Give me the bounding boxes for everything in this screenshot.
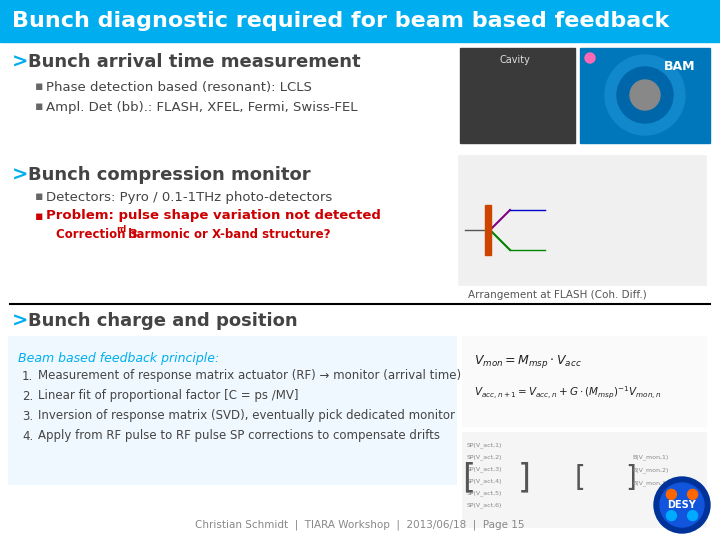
Text: Correction 3: Correction 3: [56, 227, 138, 240]
Bar: [0, 0, 720, 42]
Text: ▪: ▪: [35, 210, 43, 222]
Text: [: [: [462, 462, 475, 495]
Circle shape: [654, 477, 710, 533]
Text: $V_{mon} = M_{msp} \cdot V_{acc}$: $V_{mon} = M_{msp} \cdot V_{acc}$: [474, 354, 582, 370]
Text: >: >: [12, 312, 28, 330]
Bar: [462, 432, 706, 527]
Text: SP(V_act,3): SP(V_act,3): [467, 466, 503, 471]
Text: B(V_mon,2): B(V_mon,2): [632, 467, 668, 472]
Text: Apply from RF pulse to RF pulse SP corrections to compensate drifts: Apply from RF pulse to RF pulse SP corre…: [38, 429, 440, 442]
Text: SP(V_act,6): SP(V_act,6): [467, 502, 503, 508]
Text: B(V_mon,1): B(V_mon,1): [632, 454, 668, 460]
Circle shape: [667, 489, 676, 500]
Bar: [8, 336, 456, 484]
Text: DESY: DESY: [667, 500, 696, 510]
Text: Measurement of response matrix actuator (RF) → monitor (arrival time): Measurement of response matrix actuator …: [38, 369, 461, 382]
Text: $V_{acc,n+1} = V_{acc,n} + G \cdot (M_{msp})^{-1} V_{mon,n}$: $V_{acc,n+1} = V_{acc,n} + G \cdot (M_{m…: [474, 385, 662, 401]
Circle shape: [630, 80, 660, 110]
Circle shape: [660, 483, 704, 527]
Text: B(V_mon,3): B(V_mon,3): [632, 480, 668, 485]
Bar: [460, 48, 575, 143]
Text: SP(V_act,1): SP(V_act,1): [467, 442, 503, 448]
Bar: [458, 155, 706, 285]
Text: ]: ]: [625, 464, 636, 492]
Text: ]: ]: [518, 462, 531, 495]
Text: 4.: 4.: [22, 429, 33, 442]
Text: SP(V_act,2): SP(V_act,2): [467, 454, 503, 460]
Bar: [580, 48, 710, 143]
Circle shape: [617, 67, 673, 123]
Text: 2.: 2.: [22, 389, 33, 402]
Text: Ampl. Det (bb).: FLASH, XFEL, Fermi, Swiss-FEL: Ampl. Det (bb).: FLASH, XFEL, Fermi, Swi…: [46, 100, 358, 113]
Text: 3.: 3.: [22, 409, 33, 422]
Text: Bunch diagnostic required for beam based feedback: Bunch diagnostic required for beam based…: [12, 11, 670, 31]
Circle shape: [688, 511, 698, 521]
Bar: [485, 205, 491, 255]
Text: ▪: ▪: [35, 80, 43, 93]
Text: 1.: 1.: [22, 369, 33, 382]
Text: Cavity: Cavity: [500, 55, 531, 65]
Text: Arrangement at FLASH (Coh. Diff.): Arrangement at FLASH (Coh. Diff.): [468, 290, 647, 300]
Text: rd: rd: [116, 226, 126, 234]
Text: [: [: [575, 464, 586, 492]
Text: Phase detection based (resonant): LCLS: Phase detection based (resonant): LCLS: [46, 80, 312, 93]
Circle shape: [667, 511, 676, 521]
Text: Inversion of response matrix (SVD), eventually pick dedicated monitor: Inversion of response matrix (SVD), even…: [38, 409, 455, 422]
Text: ▪: ▪: [35, 191, 43, 204]
Text: >: >: [12, 52, 28, 71]
Text: Bunch compression monitor: Bunch compression monitor: [28, 166, 310, 184]
Text: Linear fit of proportional factor [C = ps /MV]: Linear fit of proportional factor [C = p…: [38, 389, 299, 402]
Text: Bunch charge and position: Bunch charge and position: [28, 312, 297, 330]
Text: Bunch arrival time measurement: Bunch arrival time measurement: [28, 53, 361, 71]
Text: Christian Schmidt  |  TIARA Workshop  |  2013/06/18  |  Page 15: Christian Schmidt | TIARA Workshop | 201…: [195, 519, 525, 530]
Bar: [462, 336, 706, 426]
Text: SP(V_act,5): SP(V_act,5): [467, 490, 503, 496]
Text: harmonic or X-band structure?: harmonic or X-band structure?: [124, 227, 330, 240]
Circle shape: [605, 55, 685, 135]
Text: Detectors: Pyro / 0.1-1THz photo-detectors: Detectors: Pyro / 0.1-1THz photo-detecto…: [46, 191, 332, 204]
Text: ▪: ▪: [35, 100, 43, 113]
Text: Beam based feedback principle:: Beam based feedback principle:: [18, 352, 220, 365]
Text: SP(V_act,4): SP(V_act,4): [467, 478, 503, 484]
Text: >: >: [12, 165, 28, 185]
Text: Problem: pulse shape variation not detected: Problem: pulse shape variation not detec…: [46, 210, 381, 222]
Circle shape: [688, 489, 698, 500]
Text: BAM: BAM: [665, 60, 696, 73]
Circle shape: [585, 53, 595, 63]
